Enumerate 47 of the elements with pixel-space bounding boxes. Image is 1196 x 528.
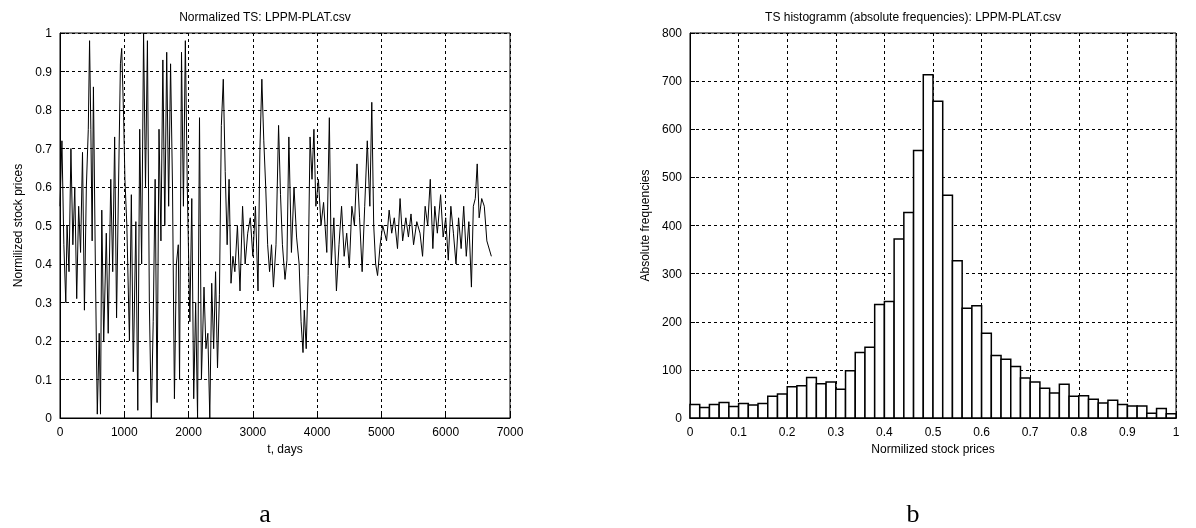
y-axis-title: Normilized stock prices xyxy=(11,163,25,288)
x-tick-label: 5000 xyxy=(368,425,396,439)
y-tick-label: 200 xyxy=(661,314,683,329)
x-tick-label: 0.2 xyxy=(778,425,796,439)
y-tick-label: 0.5 xyxy=(35,218,53,233)
x-tick-label: 6000 xyxy=(432,425,460,439)
x-tick-label: 1000 xyxy=(110,425,138,439)
y-tick-label: 1 xyxy=(45,26,53,40)
y-tick-label: 600 xyxy=(661,122,683,137)
y-tick-label: 500 xyxy=(661,170,683,185)
y-tick-label: 0.2 xyxy=(35,334,53,348)
y-tick-label: 0.6 xyxy=(35,180,53,194)
y-tick-label: 0.9 xyxy=(35,64,53,79)
x-tick-label: 4000 xyxy=(303,425,331,439)
y-tick-label: 0 xyxy=(675,411,683,425)
y-tick-label: 300 xyxy=(661,266,683,281)
x-axis-title: Normilized stock prices xyxy=(871,441,995,456)
y-tick-label: 0.8 xyxy=(35,103,53,117)
x-tick-label: 0.3 xyxy=(827,425,845,439)
y-tick-label: 800 xyxy=(661,26,683,40)
x-tick-label: 1 xyxy=(1172,425,1180,439)
y-tick-label: 0.1 xyxy=(35,372,53,387)
x-tick-label: 0.8 xyxy=(1070,425,1088,439)
x-tick-label: 0.4 xyxy=(876,425,894,439)
chart-title: Normalized TS: LPPM-PLAT.csv xyxy=(179,10,351,24)
x-tick-label: 0 xyxy=(686,425,694,439)
x-tick-label: 2000 xyxy=(175,425,203,439)
y-tick-label: 700 xyxy=(661,74,683,89)
x-tick-label: 0.7 xyxy=(1021,425,1039,439)
x-tick-label: 0.9 xyxy=(1119,425,1137,439)
y-tick-label: 0 xyxy=(45,411,53,425)
x-tick-label: 0.6 xyxy=(973,425,991,439)
y-tick-label: 100 xyxy=(661,362,683,377)
y-tick-label: 0.4 xyxy=(35,257,53,271)
x-tick-label: 0 xyxy=(56,425,64,439)
y-tick-label: 0.7 xyxy=(35,141,53,156)
x-tick-label: 3000 xyxy=(239,425,267,439)
y-tick-label: 0.3 xyxy=(35,295,53,310)
text: b xyxy=(906,498,920,528)
x-tick-label: 7000 xyxy=(496,425,524,439)
chart-title: TS histogramm (absolute frequencies): LPPM-PLAT.csv xyxy=(765,10,1061,24)
x-tick-label: 0.5 xyxy=(924,425,942,439)
y-axis-title: Absolute frequencies xyxy=(638,169,653,282)
x-axis-title: t, days xyxy=(267,441,303,456)
x-tick-label: 0.1 xyxy=(730,425,748,439)
text: a xyxy=(259,498,272,528)
y-tick-label: 400 xyxy=(661,218,683,233)
